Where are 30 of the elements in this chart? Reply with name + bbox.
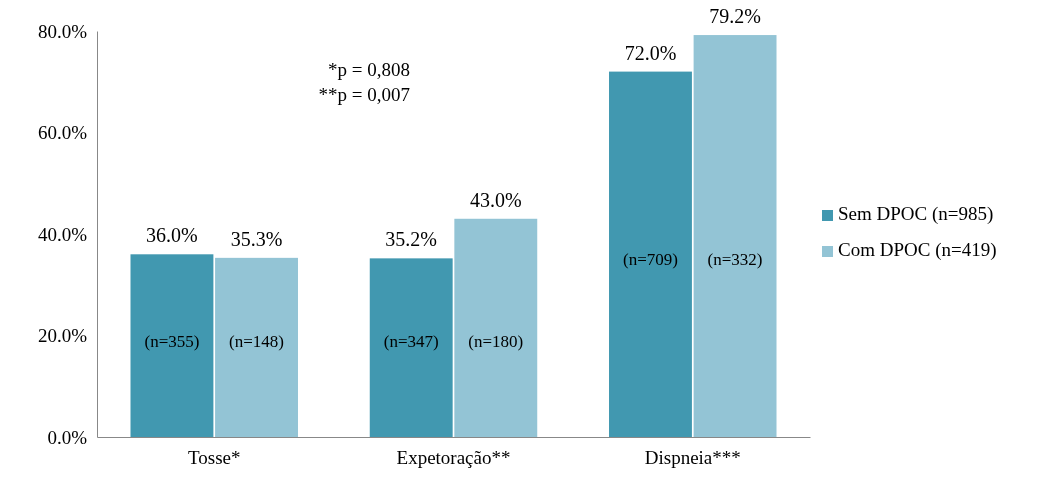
data-label: 35.2% [385,228,438,251]
y-tick-label: 60.0% [37,122,88,144]
y-tick-label: 40.0% [37,223,88,245]
data-label: 72.0% [624,41,677,64]
y-tick-label: 20.0% [37,325,88,347]
x-tick-label: Expetoração** [396,447,511,469]
annotation: *p = 0,808 [328,59,410,80]
data-label: 43.0% [469,188,522,211]
x-tick-label: Dispneia*** [644,447,741,469]
data-label: 79.2% [709,5,761,28]
annotation: (n=332) [707,250,763,270]
bar [693,35,777,437]
y-tick-label: 0.0% [47,426,88,448]
bar [609,71,692,437]
bar [369,258,453,437]
annotation: (n=148) [229,331,284,351]
annotation: (n=180) [468,331,524,351]
bar [130,254,214,437]
annotation: (n=709) [623,250,678,270]
bar [215,257,298,437]
legend-label: Com DPOC (n=419) [838,239,997,261]
data-label: 36.0% [146,224,198,247]
data-label: 35.3% [230,227,283,250]
annotation: **p = 0,007 [318,84,410,105]
annotation: (n=355) [144,331,200,351]
y-tick-label: 80.0% [37,20,88,42]
bar [454,218,538,437]
annotation: (n=347) [383,331,439,351]
x-tick-label: Tosse* [187,447,241,469]
legend-label: Sem DPOC (n=985) [838,203,994,225]
